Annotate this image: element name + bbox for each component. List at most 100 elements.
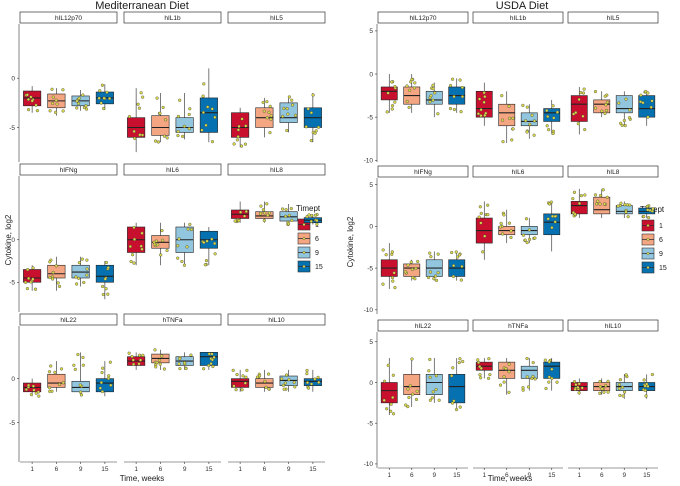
data-point [500,94,504,98]
facet-strip [227,11,326,24]
facet-strip [123,163,222,176]
data-point [263,379,267,384]
data-point [267,372,271,376]
data-point [623,124,627,128]
data-point [283,381,287,385]
data-point [182,263,187,267]
data-point [244,124,248,128]
data-point [428,398,432,402]
data-point [580,386,584,390]
data-point [478,373,482,377]
facet-label: hIL10 [268,317,285,324]
data-point [606,390,610,394]
data-point [292,380,296,384]
data-point [310,214,314,218]
box-hIL22-t9 [425,357,443,403]
data-point [293,113,298,117]
data-point [140,247,144,251]
data-point [390,250,394,254]
y-tick-label: -5 [367,265,373,272]
data-point [211,364,215,369]
box-hIL8-t1 [570,188,588,219]
data-point [416,259,420,264]
data-point [287,378,291,382]
data-point [646,208,650,212]
data-point [533,236,537,240]
box-hIL1b-t9 [520,103,538,139]
data-point [105,90,109,94]
data-point [61,88,65,92]
box-hIL8-t6 [593,188,611,219]
data-point [262,109,266,113]
data-point [545,109,549,113]
data-point [178,367,182,371]
data-point [240,117,244,121]
data-point [100,370,104,375]
data-point [481,250,485,254]
data-point [605,195,609,199]
data-point [501,140,505,144]
box-body [570,201,588,215]
data-point [101,366,105,370]
data-point [593,193,598,197]
data-point [436,271,440,275]
data-point [104,260,108,265]
data-point [572,380,577,384]
data-point [154,365,158,369]
data-point [305,368,309,373]
box-hIL5-t9 [279,95,298,133]
x-tick-label: 1 [387,472,391,479]
data-point [595,202,599,206]
box-hIFNg-t15 [95,260,114,300]
data-point [643,384,647,388]
data-point [309,219,313,223]
data-point [620,123,624,127]
data-point [307,213,311,217]
facet-hIL10: hIL10 1 6 9 15 [567,319,659,479]
facet-strip [567,11,659,24]
data-point [284,214,288,218]
data-point [264,385,268,389]
box-hIL12p70-t15 [448,77,466,114]
data-point [393,286,397,290]
data-point [431,83,435,87]
data-point [84,104,88,108]
data-point [604,103,608,107]
data-point [627,116,632,120]
data-point [51,277,55,281]
data-point [428,100,432,104]
data-point [458,405,462,409]
data-point [286,112,290,116]
data-point [185,245,189,249]
data-point [235,372,239,377]
data-point [261,100,265,105]
facet-hTNFa: hTNFa 1 6 9 15 [123,313,222,473]
data-point [553,220,557,224]
facet-strip [19,313,118,326]
data-point [411,275,415,280]
data-point [239,144,244,148]
data-point [428,375,432,379]
facet-strip [377,165,469,178]
data-point [78,390,83,394]
box-hIL1b-t6 [151,93,170,144]
data-point [501,232,505,236]
x-tick-label: 6 [55,466,59,473]
data-point [582,87,586,91]
data-point [547,128,551,132]
y-tick-label: 5 [369,339,373,346]
data-point [482,91,486,95]
box-hIL6-t15 [199,227,218,267]
box-body [448,374,466,404]
data-point [305,372,309,376]
x-tick-label: 9 [622,472,626,479]
data-point [646,216,651,220]
data-point [285,107,289,111]
data-point [284,208,288,212]
data-point [311,93,315,97]
chart-usda: USDA Diet 5 0 -5 -10 5 0 -5 -10 5 0 -5 -10 Cytokine, … [346,0,667,483]
data-point [181,134,185,138]
data-point [459,110,463,114]
data-point [583,193,587,197]
data-point [432,277,436,281]
